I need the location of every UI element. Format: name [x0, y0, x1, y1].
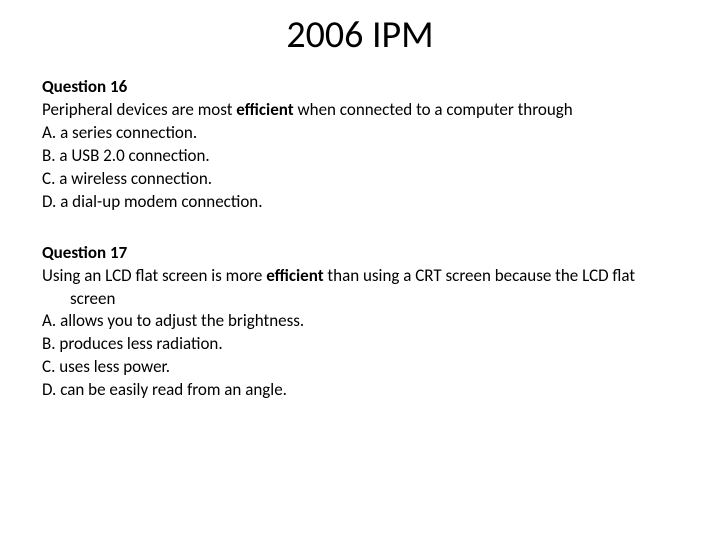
choice-b: B. produces less radiation.: [42, 333, 678, 356]
content-area: Question 16 Peripheral devices are most …: [0, 76, 720, 402]
question-17: Question 17 Using an LCD flat screen is …: [42, 242, 678, 403]
question-stem: Peripheral devices are most efficient wh…: [42, 99, 678, 122]
question-heading: Question 17: [42, 242, 678, 265]
stem-post: when connected to a computer through: [294, 99, 573, 120]
choice-b: B. a USB 2.0 connection.: [42, 145, 678, 168]
question-stem: Using an LCD flat screen is more efficie…: [42, 265, 678, 288]
choice-a: A. a series connection.: [42, 122, 678, 145]
question-heading: Question 16: [42, 76, 678, 99]
stem-pre: Using an LCD flat screen is more: [42, 265, 266, 286]
choice-a: A. allows you to adjust the brightness.: [42, 310, 678, 333]
choice-c: C. uses less power.: [42, 356, 678, 379]
choice-c: C. a wireless connection.: [42, 168, 678, 191]
stem-post: than using a CRT screen because the LCD …: [324, 265, 636, 286]
stem-bold: efficient: [266, 265, 323, 286]
stem-continuation: screen: [42, 288, 678, 311]
slide-page: 2006 IPM Question 16 Peripheral devices …: [0, 0, 720, 540]
page-title: 2006 IPM: [0, 0, 720, 76]
stem-bold: efficient: [236, 99, 293, 120]
choice-d: D. a dial-up modem connection.: [42, 191, 678, 214]
choice-d: D. can be easily read from an angle.: [42, 379, 678, 402]
stem-pre: Peripheral devices are most: [42, 99, 236, 120]
question-16: Question 16 Peripheral devices are most …: [42, 76, 678, 214]
